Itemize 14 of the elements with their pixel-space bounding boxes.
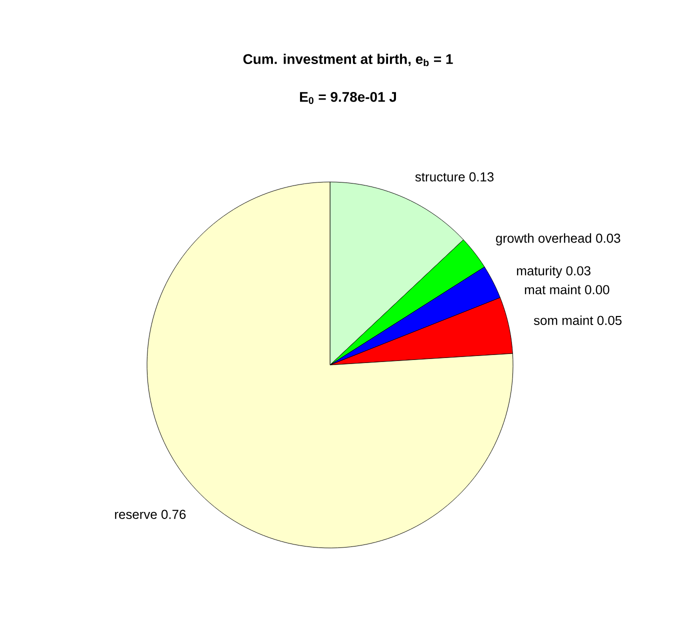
slice-label: growth overhead xyxy=(496,233,592,246)
data-label: 0.76 xyxy=(161,510,186,519)
slice-label: structure xyxy=(415,172,465,182)
data-label: 0.05 xyxy=(597,316,622,326)
data-label: 0.03 xyxy=(566,266,590,276)
category-label: mat maint xyxy=(524,284,581,294)
slice-label: reserve xyxy=(115,512,157,519)
chart-title: Cum. investment at birth, e$_{b}$ = 1 xyxy=(243,54,453,66)
slice-label: maturity xyxy=(517,266,562,278)
slice-label: som maint xyxy=(534,316,594,326)
chart-subtitle: E$_{0}$ = 9.78e-01 J xyxy=(300,92,396,104)
data-label: 0.03 xyxy=(596,234,620,243)
text: 0.00 xyxy=(585,285,610,294)
data-label: 0.13 xyxy=(469,172,494,182)
